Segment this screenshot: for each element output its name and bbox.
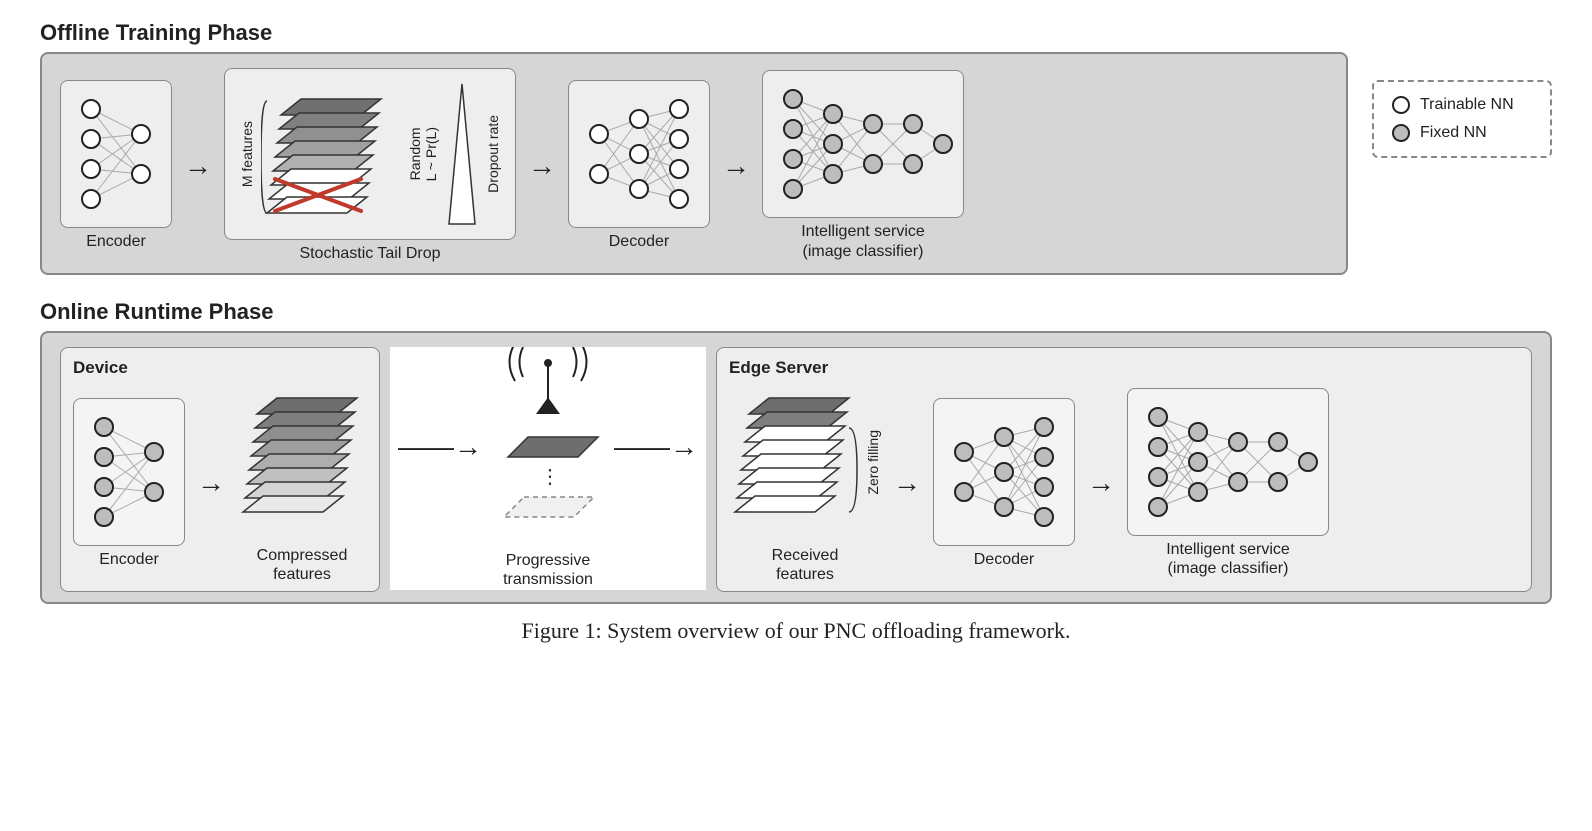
online-panel: Device: [40, 331, 1552, 603]
arrow-icon: ——→: [398, 433, 482, 461]
received-stack-icon: [729, 382, 859, 542]
offline-decoder: Decoder: [568, 80, 710, 251]
encoder-nn-icon: [71, 89, 161, 219]
std-label: Stochastic Tail Drop: [224, 244, 516, 263]
received-features: Zero filling Received features: [729, 382, 881, 584]
received-label: Received features: [729, 546, 881, 584]
compressed-stack-icon: [237, 382, 367, 542]
online-title: Online Runtime Phase: [40, 299, 1552, 325]
legend-trainable: Trainable NN: [1392, 96, 1532, 114]
decoder-nn-gray-icon: [944, 407, 1064, 537]
legend-trainable-label: Trainable NN: [1420, 96, 1514, 114]
arrow-icon: →: [1087, 469, 1115, 497]
offline-panel: Encoder → M features: [40, 52, 1348, 275]
device-box: Device: [60, 347, 380, 591]
legend-fixed-label: Fixed NN: [1420, 124, 1487, 142]
edge-title: Edge Server: [729, 358, 828, 378]
zero-fill-label: Zero filling: [865, 430, 881, 495]
online-decoder: Decoder: [933, 398, 1075, 569]
offline-title: Offline Training Phase: [40, 20, 1348, 46]
device-title: Device: [73, 358, 128, 378]
classifier-nn-gray-icon: [1138, 397, 1318, 527]
edge-server-box: Edge Server: [716, 347, 1532, 591]
random-label: Random L ~ Pr(L): [407, 127, 439, 181]
decoder-nn-icon: [579, 89, 699, 219]
stochastic-tail-drop: M features: [224, 68, 516, 263]
legend-circle-white-icon: [1392, 96, 1410, 114]
offline-service: Intelligent service (image classifier): [762, 70, 964, 260]
online-encoder: Encoder: [73, 398, 185, 569]
encoder-label: Encoder: [60, 232, 172, 251]
offline-encoder: Encoder: [60, 80, 172, 251]
encoder-nn-gray-icon: [84, 407, 174, 537]
service-label: Intelligent service (image classifier): [762, 222, 964, 260]
arrow-icon: →: [893, 469, 921, 497]
arrow-icon: →: [184, 152, 212, 180]
legend-circle-gray-icon: [1392, 124, 1410, 142]
online-service: Intelligent service (image classifier): [1127, 388, 1329, 578]
online-service-label: Intelligent service (image classifier): [1127, 540, 1329, 578]
m-features-label: M features: [239, 121, 255, 187]
online-decoder-label: Decoder: [933, 550, 1075, 569]
arrow-icon: →: [197, 469, 225, 497]
dropout-triangle-icon: [445, 79, 479, 229]
transmission: ——→ ⋮ ——→ Progressiv: [390, 347, 706, 589]
feature-stack-icon: [261, 79, 401, 229]
decoder-label: Decoder: [568, 232, 710, 251]
antenna-icon: ⋮: [488, 347, 608, 547]
compressed-features: Compressed features: [237, 382, 367, 584]
arrow-icon: →: [722, 152, 750, 180]
arrow-icon: →: [528, 152, 556, 180]
progressive-label: Progressive transmission: [503, 551, 593, 589]
arrow-icon: ——→: [614, 433, 698, 461]
svg-text:⋮: ⋮: [540, 466, 560, 488]
compressed-label: Compressed features: [237, 546, 367, 584]
legend: Trainable NN Fixed NN: [1372, 80, 1552, 158]
classifier-nn-icon: [773, 79, 953, 209]
legend-fixed: Fixed NN: [1392, 124, 1532, 142]
figure-caption: Figure 1: System overview of our PNC off…: [40, 618, 1552, 644]
online-encoder-label: Encoder: [73, 550, 185, 569]
dropout-label: Dropout rate: [485, 115, 501, 193]
